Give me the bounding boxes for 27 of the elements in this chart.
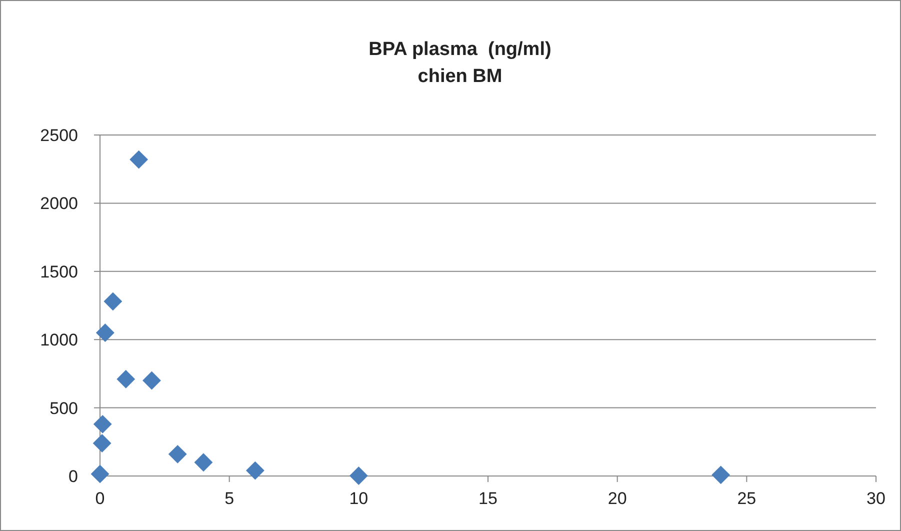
y-tick-label: 500 xyxy=(50,398,78,418)
x-tick-label: 0 xyxy=(95,489,105,508)
x-tick-label: 20 xyxy=(608,489,627,508)
y-tick-label: 2500 xyxy=(40,126,78,145)
point xyxy=(168,444,187,464)
point xyxy=(712,466,730,484)
y-tick-label: 0 xyxy=(68,466,78,486)
y-tick-label: 2000 xyxy=(40,194,78,214)
y-tick-label: 1000 xyxy=(40,330,78,350)
x-tick-label: 25 xyxy=(737,489,756,508)
x-tick-label: 5 xyxy=(224,489,234,508)
point xyxy=(246,461,264,480)
x-tick-label: 30 xyxy=(866,489,886,508)
x-tick-label: 10 xyxy=(349,489,368,508)
point xyxy=(142,371,161,390)
y-tick-label: 1500 xyxy=(40,262,78,282)
point xyxy=(92,434,112,452)
point xyxy=(96,324,114,342)
x-tick-label: 15 xyxy=(478,489,498,508)
point xyxy=(93,414,112,434)
chart-title: BPA plasma (ng/ml) chien BM xyxy=(368,39,552,87)
point xyxy=(90,464,110,484)
point xyxy=(130,150,148,169)
point xyxy=(104,292,122,311)
point xyxy=(116,370,136,388)
point xyxy=(194,453,213,472)
point xyxy=(349,466,368,485)
